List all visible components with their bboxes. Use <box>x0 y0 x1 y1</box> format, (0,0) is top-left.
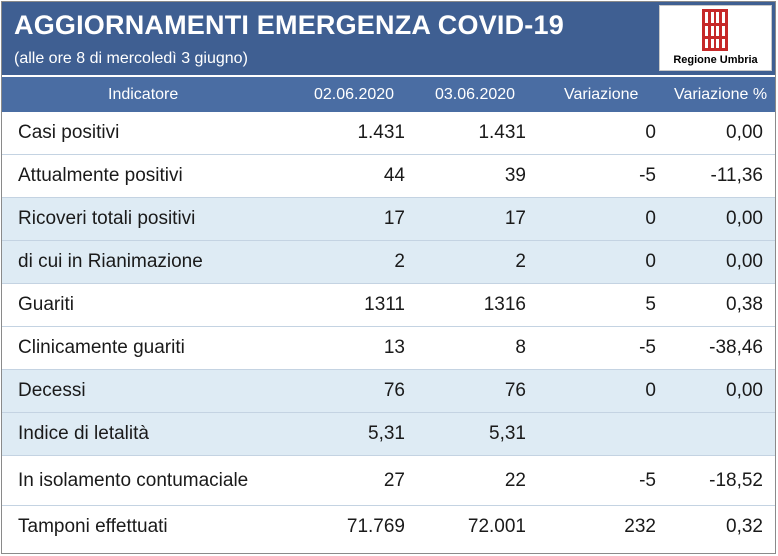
table-row: Decessi 76 76 0 0,00 <box>2 370 775 413</box>
data-table-body: Casi positivi 1.431 1.431 0 0,00 Attualm… <box>2 112 775 549</box>
cell-date-2: 39 <box>504 165 526 186</box>
cell-date-2: 1316 <box>483 294 526 315</box>
column-header-variazione: Variazione <box>564 86 639 103</box>
cell-variazione-pct: 0,00 <box>726 122 763 143</box>
cell-date-2: 22 <box>504 470 526 491</box>
cell-date-1: 27 <box>383 470 405 491</box>
cell-date-1: 2 <box>394 251 405 272</box>
row-label: In isolamento contumaciale <box>18 470 249 491</box>
umbria-emblem-icon <box>702 9 728 51</box>
cell-variazione-pct: -11,36 <box>710 165 763 186</box>
table-row: Casi positivi 1.431 1.431 0 0,00 <box>2 112 775 155</box>
cell-date-2: 5,31 <box>489 423 526 444</box>
row-label: Indice di letalità <box>18 423 149 444</box>
table-row: di cui in Rianimazione 2 2 0 0,00 <box>2 241 775 284</box>
table-row: Clinicamente guariti 13 8 -5 -38,46 <box>2 327 775 370</box>
cell-variazione-pct: 0,00 <box>726 380 763 401</box>
cell-date-1: 1311 <box>364 294 405 315</box>
cell-date-1: 44 <box>383 165 405 186</box>
table-header: Indicatore 02.06.2020 03.06.2020 Variazi… <box>2 77 775 112</box>
cell-date-1: 76 <box>383 380 405 401</box>
cell-variazione-pct: -38,46 <box>709 337 763 358</box>
cell-variazione-pct: -18,52 <box>709 470 763 491</box>
cell-variazione: 5 <box>645 294 656 315</box>
column-header-date-1: 02.06.2020 <box>314 86 395 103</box>
table-row: In isolamento contumaciale 27 22 -5 -18,… <box>2 456 775 506</box>
cell-variazione: 0 <box>645 251 656 272</box>
row-label: Ricoveri totali positivi <box>18 208 196 229</box>
cell-variazione-pct: 0,00 <box>726 251 763 272</box>
cell-date-2: 8 <box>515 337 526 358</box>
cell-variazione: 0 <box>645 208 656 229</box>
cell-variazione: 0 <box>645 122 656 143</box>
row-label: di cui in Rianimazione <box>18 251 203 272</box>
table-row: Attualmente positivi 44 39 -5 -11,36 <box>2 155 775 198</box>
column-header-indicatore: Indicatore <box>108 86 179 103</box>
cell-variazione-pct: 0,32 <box>726 516 763 537</box>
cell-date-1: 17 <box>383 208 405 229</box>
table-row: Tamponi effettuati 71.769 72.001 232 0,3… <box>2 506 775 549</box>
cell-date-2: 72.001 <box>467 516 526 537</box>
row-label: Decessi <box>18 380 86 401</box>
row-label: Guariti <box>18 294 74 315</box>
cell-date-1: 5,31 <box>368 423 405 444</box>
cell-variazione-pct: 0,00 <box>726 208 763 229</box>
row-label: Casi positivi <box>18 122 120 143</box>
table-row: Ricoveri totali positivi 17 17 0 0,00 <box>2 198 775 241</box>
logo-label: Regione Umbria <box>673 54 758 66</box>
page-title: AGGIORNAMENTI EMERGENZA COVID-19 <box>14 10 564 40</box>
row-label: Clinicamente guariti <box>18 337 185 358</box>
row-label: Tamponi effettuati <box>18 516 168 537</box>
column-header-variazione-pct: Variazione % <box>674 86 768 103</box>
cell-date-2: 1.431 <box>478 122 526 143</box>
cell-variazione: 0 <box>645 380 656 401</box>
table-row: Indice di letalità 5,31 5,31 <box>2 413 775 456</box>
cell-variazione: -5 <box>639 337 656 358</box>
cell-variazione: -5 <box>639 470 656 491</box>
cell-variazione: -5 <box>639 165 656 186</box>
cell-date-2: 17 <box>504 208 526 229</box>
cell-date-2: 2 <box>515 251 526 272</box>
cell-date-2: 76 <box>504 380 526 401</box>
title-banner: AGGIORNAMENTI EMERGENZA COVID-19 (alle o… <box>2 2 775 75</box>
column-header-date-2: 03.06.2020 <box>435 86 516 103</box>
regione-umbria-logo: Regione Umbria <box>659 5 772 71</box>
cell-date-1: 13 <box>383 337 405 358</box>
page-subtitle: (alle ore 8 di mercoledì 3 giugno) <box>14 50 248 67</box>
row-label: Attualmente positivi <box>18 165 183 186</box>
cell-variazione: 232 <box>624 516 656 537</box>
cell-date-1: 71.769 <box>346 516 405 537</box>
cell-date-1: 1.431 <box>357 122 405 143</box>
cell-variazione-pct: 0,38 <box>726 294 763 315</box>
table-row: Guariti 1311 1316 5 0,38 <box>2 284 775 327</box>
